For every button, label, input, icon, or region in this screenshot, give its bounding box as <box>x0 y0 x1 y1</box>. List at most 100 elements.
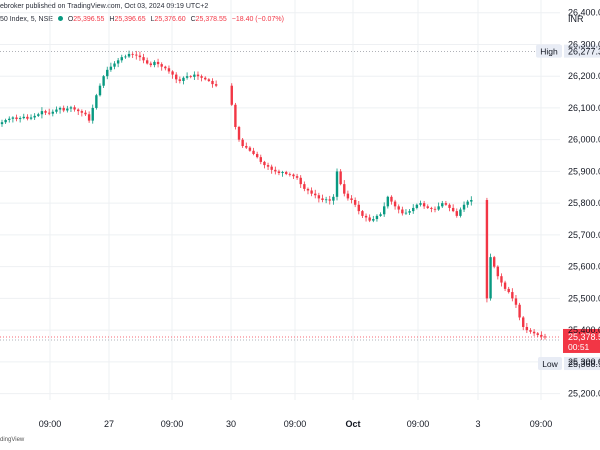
price-change: −18.40 (−0.07%) <box>231 16 284 23</box>
ohlc-close-value: 25,378.55 <box>195 16 227 23</box>
y-tick-label: 26,400.00 <box>568 8 600 18</box>
legend-dot <box>57 16 63 21</box>
candle-body <box>415 204 419 208</box>
candle-body <box>175 74 178 80</box>
candle-body <box>382 206 386 215</box>
currency-label: INR <box>568 14 584 24</box>
candle-body <box>178 79 182 81</box>
candle-body <box>87 114 91 121</box>
candle-body <box>200 76 203 78</box>
candle-body <box>255 153 259 158</box>
candle-body <box>55 109 58 112</box>
last-price-value: 25,378.55 <box>568 332 600 342</box>
x-tick-label: 09:00 <box>39 419 62 429</box>
candle-body <box>266 165 270 167</box>
candle-body <box>295 176 299 178</box>
candle-body <box>234 104 237 127</box>
candle-body <box>390 196 393 202</box>
candle-body <box>306 188 310 191</box>
ohlc-high-label: H <box>109 16 115 23</box>
candle-body <box>124 56 127 58</box>
candle-body <box>496 266 500 277</box>
candle-body <box>95 95 98 108</box>
candle-body <box>196 74 200 77</box>
y-tick-label: 25,200.00 <box>568 389 600 399</box>
candle-body <box>156 61 160 65</box>
candle-body <box>167 68 171 72</box>
candle-body <box>69 107 73 109</box>
candle-body <box>540 334 543 337</box>
candle-body <box>120 57 123 61</box>
candle-body <box>263 161 266 166</box>
candle-body <box>281 172 284 174</box>
candle-body <box>185 76 189 78</box>
candle-body <box>332 196 335 201</box>
candle-body <box>361 211 364 216</box>
candle-body <box>386 196 390 207</box>
candle-body <box>393 201 397 207</box>
candle-body <box>277 171 281 174</box>
candle-body <box>343 184 346 194</box>
ohlc-low-value: 25,376.60 <box>154 16 186 23</box>
candle-body <box>451 207 455 212</box>
y-tick-label: 26,200.00 <box>568 71 600 81</box>
candle-body <box>346 193 350 199</box>
candle-body <box>84 112 87 115</box>
candle-body <box>62 107 65 111</box>
ohlc-open-value: 25,396.55 <box>73 16 105 23</box>
candle-body <box>138 55 142 58</box>
candle-body <box>98 85 102 96</box>
candle-body <box>444 203 448 205</box>
candle-body <box>514 298 518 305</box>
y-tick-label: 25,800.00 <box>568 198 600 208</box>
candle-body <box>274 169 277 172</box>
candle-body <box>303 184 306 189</box>
candle-body <box>401 209 404 214</box>
candle-body <box>375 215 379 220</box>
candle-body <box>455 211 458 216</box>
candle-body <box>368 217 371 221</box>
candle-body <box>536 333 539 335</box>
candle-body <box>518 304 521 318</box>
candle-body <box>433 208 437 210</box>
candle-body <box>131 53 134 55</box>
y-tick-label: 26,000.00 <box>568 135 600 145</box>
x-tick-label: 27 <box>104 419 114 429</box>
high-label: High <box>540 47 558 57</box>
chart-header: ebroker published on TradingView.com, Oc… <box>0 0 560 30</box>
candle-body <box>33 115 36 118</box>
candle-body <box>350 198 353 200</box>
candle-body <box>0 122 4 125</box>
candle-body <box>252 150 255 154</box>
candle-body <box>44 111 47 113</box>
candle-body <box>426 206 429 208</box>
x-tick-label: 09:00 <box>530 419 553 429</box>
candle-body <box>26 116 29 119</box>
candle-body <box>489 257 492 299</box>
candle-body <box>58 107 62 110</box>
candle-body <box>525 326 529 331</box>
candle-body <box>113 63 116 67</box>
candle-body <box>408 211 411 213</box>
footer-attribution: dingView <box>0 437 25 443</box>
candle-body <box>500 276 503 283</box>
low-label-bg <box>538 357 562 371</box>
price-axis: 25,200.00 25,300.00 25,400.00 25,500.00 25,6… <box>568 8 600 399</box>
candle-body <box>189 76 192 77</box>
grid <box>0 0 560 400</box>
candle-body <box>437 206 440 210</box>
candle-body <box>160 64 163 67</box>
candle-body <box>211 80 214 85</box>
candle-body <box>142 57 145 61</box>
x-tick-label: 09:00 <box>161 419 184 429</box>
candle-body <box>241 139 244 147</box>
candle-body <box>4 120 7 123</box>
candle-body <box>182 77 185 81</box>
candle-body <box>532 331 536 334</box>
candle-body <box>285 172 288 174</box>
candle-body <box>485 200 489 299</box>
candle-body <box>507 288 510 293</box>
candle-body <box>511 292 514 299</box>
candle-body <box>230 85 233 105</box>
